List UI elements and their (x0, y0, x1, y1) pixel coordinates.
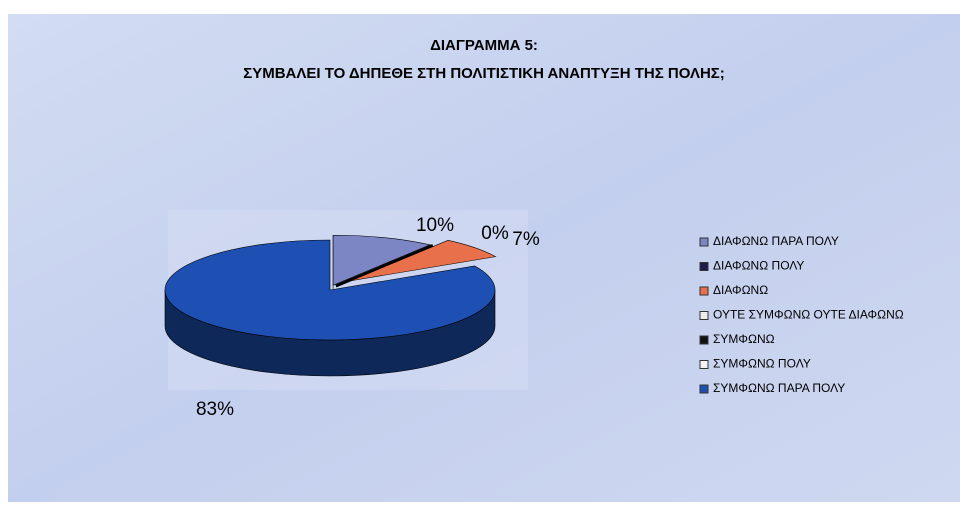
pie-slice (332, 234, 432, 286)
data-label: 0% (481, 223, 509, 244)
pie-slice (164, 239, 496, 341)
legend-swatch (699, 237, 709, 247)
legend-label: ΣΥΜΦΩΝΩ ΠΟΛΥ (713, 357, 811, 371)
legend-label: ΔΙΑΦΩΝΩ ΠΑΡΑ ΠΟΛΥ (713, 234, 839, 248)
legend-label: ΔΙΑΦΩΝΩ ΠΟΛΥ (713, 259, 804, 273)
legend-swatch (699, 311, 709, 320)
chart-title: ΣΥΜΒΑΛΕΙ ΤΟ ΔΗΠΕΘΕ ΣΤΗ ΠΟΛΙΤΙΣΤΙΚΗ ΑΝΑΠΤ… (243, 65, 725, 82)
legend-label: ΣΥΜΦΩΝΩ (713, 332, 775, 346)
pie-slice (335, 244, 434, 288)
data-label: 10% (416, 215, 454, 236)
chart-title: ΔΙΑΓΡΑΜΜΑ 5: (430, 37, 538, 54)
pie-slice (350, 239, 497, 282)
legend-swatch (699, 384, 709, 394)
legend-label: ΣΥΜΦΩΝΩ ΠΑΡΑ ΠΟΛΥ (713, 381, 845, 395)
legend-label: ΔΙΑΦΩΝΩ (713, 283, 768, 297)
legend-swatch (699, 286, 709, 296)
legend-swatch (699, 262, 709, 271)
legend-label: ΟΥΤΕ ΣΥΜΦΩΝΩ ΟΥΤΕ ΔΙΑΦΩΝΩ (713, 308, 904, 322)
legend-swatch (699, 360, 709, 369)
data-label: 83% (196, 399, 234, 420)
legend-swatch (699, 335, 709, 345)
data-label: 7% (512, 229, 540, 250)
